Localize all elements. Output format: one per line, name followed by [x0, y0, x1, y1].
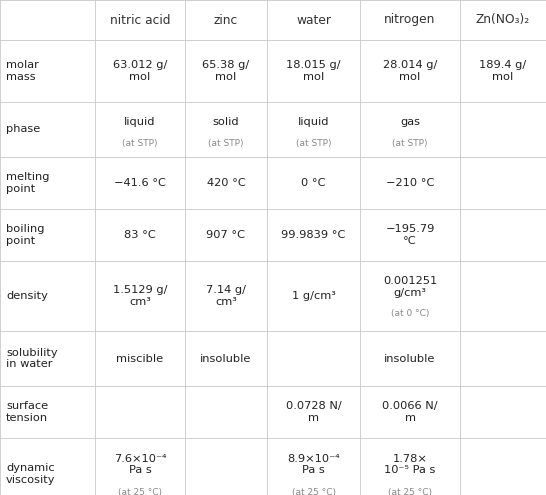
Text: (at 25 °C): (at 25 °C) [388, 488, 432, 495]
Text: (at 0 °C): (at 0 °C) [391, 309, 429, 318]
Text: miscible: miscible [116, 353, 164, 363]
Text: liquid: liquid [124, 117, 156, 127]
Text: molar
mass: molar mass [6, 60, 39, 82]
Text: 420 °C: 420 °C [206, 178, 245, 188]
Text: 28.014 g/
mol: 28.014 g/ mol [383, 60, 437, 82]
Text: 18.015 g/
mol: 18.015 g/ mol [286, 60, 341, 82]
Text: 63.012 g/
mol: 63.012 g/ mol [113, 60, 167, 82]
Text: (at STP): (at STP) [122, 139, 158, 148]
Text: melting
point: melting point [6, 172, 50, 194]
Text: 1.78×
10⁻⁵ Pa s: 1.78× 10⁻⁵ Pa s [384, 454, 436, 475]
Text: 8.9×10⁻⁴
Pa s: 8.9×10⁻⁴ Pa s [287, 454, 340, 475]
Text: 0.0728 N/
m: 0.0728 N/ m [286, 401, 341, 423]
Text: −41.6 °C: −41.6 °C [114, 178, 166, 188]
Text: zinc: zinc [214, 13, 238, 27]
Text: gas: gas [400, 117, 420, 127]
Text: 907 °C: 907 °C [206, 230, 246, 240]
Text: nitrogen: nitrogen [384, 13, 436, 27]
Text: 0.0066 N/
m: 0.0066 N/ m [382, 401, 438, 423]
Text: (at STP): (at STP) [208, 139, 244, 148]
Text: nitric acid: nitric acid [110, 13, 170, 27]
Text: −195.79
°C: −195.79 °C [385, 224, 435, 246]
Text: 0 °C: 0 °C [301, 178, 326, 188]
Text: (at 25 °C): (at 25 °C) [118, 488, 162, 495]
Text: (at STP): (at STP) [296, 139, 331, 148]
Text: liquid: liquid [298, 117, 329, 127]
Text: 99.9839 °C: 99.9839 °C [281, 230, 346, 240]
Text: dynamic
viscosity: dynamic viscosity [6, 463, 56, 485]
Text: boiling
point: boiling point [6, 224, 45, 246]
Text: phase: phase [6, 125, 40, 135]
Text: (at 25 °C): (at 25 °C) [292, 488, 335, 495]
Text: insoluble: insoluble [200, 353, 252, 363]
Text: 65.38 g/
mol: 65.38 g/ mol [203, 60, 250, 82]
Text: 7.6×10⁻⁴
Pa s: 7.6×10⁻⁴ Pa s [114, 454, 166, 475]
Text: Zn(NO₃)₂: Zn(NO₃)₂ [476, 13, 530, 27]
Text: solid: solid [213, 117, 239, 127]
Text: 7.14 g/
cm³: 7.14 g/ cm³ [206, 285, 246, 307]
Text: solubility
in water: solubility in water [6, 347, 58, 369]
Text: 1.5129 g/
cm³: 1.5129 g/ cm³ [113, 285, 167, 307]
Text: 189.4 g/
mol: 189.4 g/ mol [479, 60, 527, 82]
Text: surface
tension: surface tension [6, 401, 48, 423]
Text: density: density [6, 291, 48, 301]
Text: 0.001251
g/cm³: 0.001251 g/cm³ [383, 276, 437, 297]
Text: water: water [296, 13, 331, 27]
Text: 83 °C: 83 °C [124, 230, 156, 240]
Text: (at STP): (at STP) [392, 139, 428, 148]
Text: 1 g/cm³: 1 g/cm³ [292, 291, 335, 301]
Text: insoluble: insoluble [384, 353, 436, 363]
Text: −210 °C: −210 °C [386, 178, 434, 188]
